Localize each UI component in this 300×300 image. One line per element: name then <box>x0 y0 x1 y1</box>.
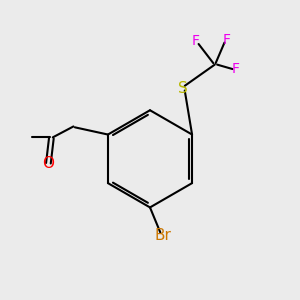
Text: F: F <box>231 62 239 76</box>
Text: F: F <box>223 33 231 46</box>
Text: S: S <box>178 81 187 96</box>
Text: Br: Br <box>155 228 172 243</box>
Text: O: O <box>42 156 54 171</box>
Text: F: F <box>192 34 200 48</box>
